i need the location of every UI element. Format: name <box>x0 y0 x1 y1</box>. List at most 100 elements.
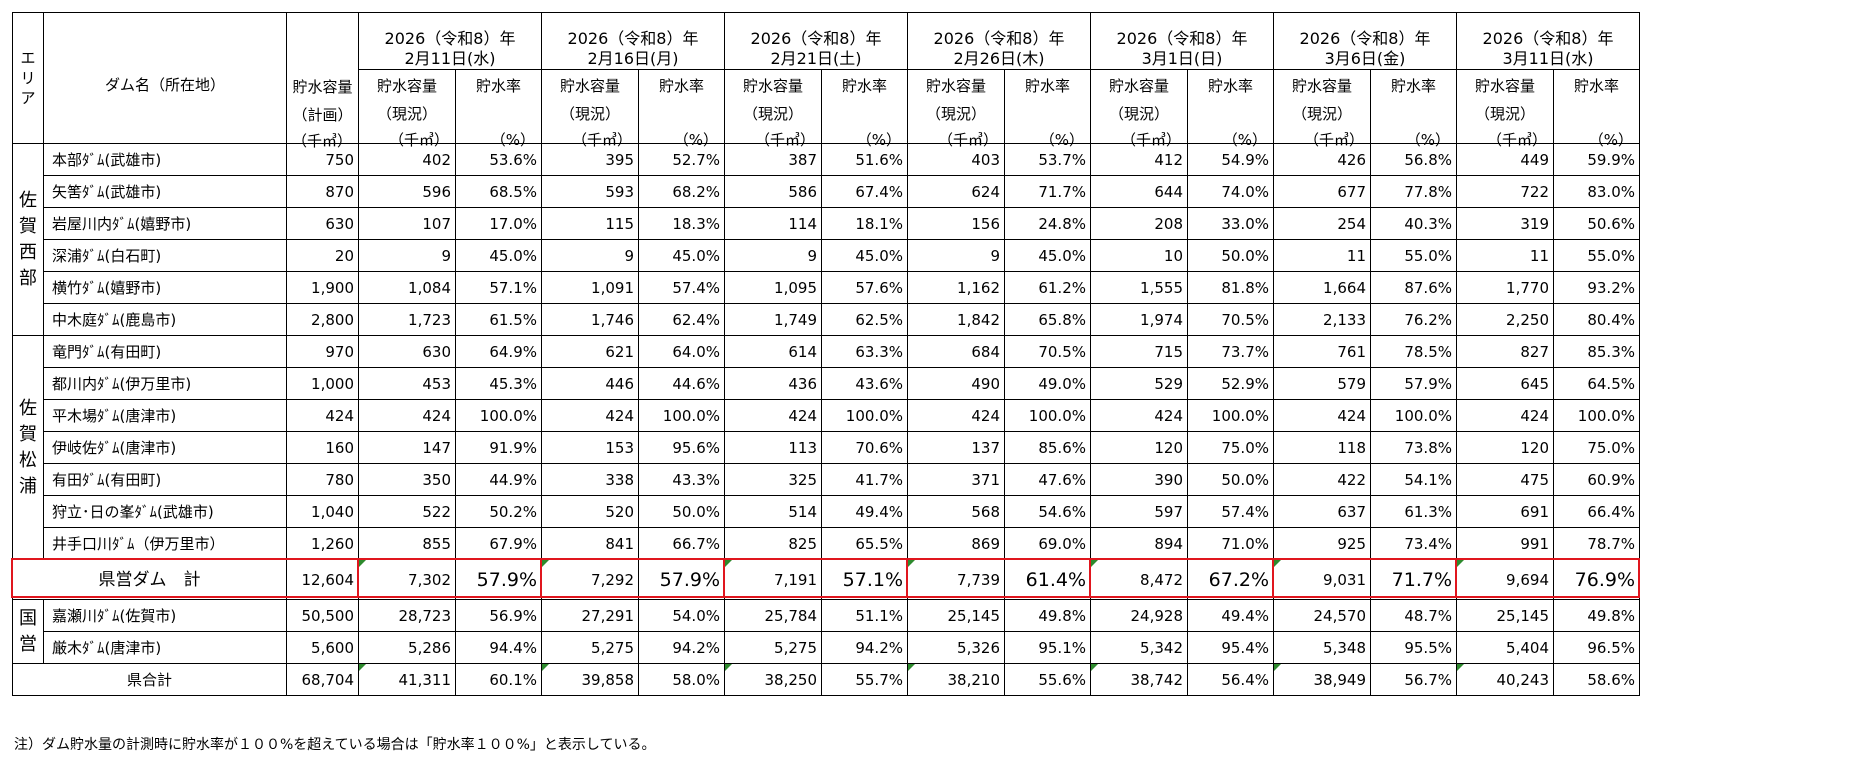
table-row: 伊岐佐ﾀﾞﾑ(唐津市) 160 147 91.9% 153 95.6% 113 70.6% 13… <box>13 431 1640 464</box>
current-capacity-cell: 7,191 <box>724 559 822 600</box>
header-area: エリア <box>12 12 44 144</box>
storage-rate-cell: 54.6% <box>1004 495 1091 528</box>
current-capacity-cell: 841 <box>541 527 639 560</box>
storage-rate-cell: 64.5% <box>1553 367 1640 400</box>
current-capacity-cell: 390 <box>1090 463 1188 496</box>
current-capacity-cell: 722 <box>1456 175 1554 208</box>
current-capacity-cell: 1,091 <box>541 271 639 304</box>
header-current-capacity-line: （現況） <box>1291 105 1352 123</box>
dam-storage-table-area: エリアダム名（所在地） 貯水容量 （計画） （千㎥） 2026（令和8）年 2月11日(水… <box>11 12 1640 696</box>
current-capacity-cell: 424 <box>358 399 456 432</box>
storage-rate-cell: 70.5% <box>1004 335 1091 368</box>
storage-rate-cell: 57.4% <box>638 271 725 304</box>
current-capacity-cell: 645 <box>1456 367 1554 400</box>
storage-rate-cell: 48.7% <box>1370 599 1457 632</box>
storage-rate-cell: 73.7% <box>1187 335 1274 368</box>
header-storage-rate-line: 貯水率 <box>475 77 521 95</box>
dam-name-cell: 竜門ﾀﾞﾑ(有田町) <box>43 335 287 368</box>
table-row: 岩屋川内ﾀﾞﾑ(嬉野市) 630 107 17.0% 115 18.3% 114 18.1% 1… <box>13 207 1640 240</box>
current-capacity-cell: 1,974 <box>1090 303 1188 336</box>
header-dam-name-label: ダム名（所在地） <box>104 76 225 94</box>
plan-capacity-cell: 68,704 <box>286 663 359 696</box>
current-capacity-cell: 107 <box>358 207 456 240</box>
area-label-char: 営 <box>19 633 37 655</box>
current-capacity-cell: 5,286 <box>358 631 456 664</box>
storage-rate-cell: 85.6% <box>1004 431 1091 464</box>
current-capacity-cell: 424 <box>1273 399 1371 432</box>
storage-rate-cell: 61.5% <box>455 303 542 336</box>
current-capacity-cell: 449 <box>1456 143 1554 176</box>
current-capacity-cell: 153 <box>541 431 639 464</box>
dam-name-cell: 狩立･日の峯ﾀﾞﾑ(武雄市) <box>43 495 287 528</box>
header-date-year: 2026（令和8）年 <box>1116 29 1248 48</box>
storage-rate-cell: 45.0% <box>638 239 725 272</box>
current-capacity-cell: 412 <box>1090 143 1188 176</box>
storage-rate-cell: 94.2% <box>821 631 908 664</box>
current-capacity-cell: 2,250 <box>1456 303 1554 336</box>
current-capacity-cell: 9 <box>358 239 456 272</box>
current-capacity-cell: 1,749 <box>724 303 822 336</box>
header-current-capacity-line: 貯水容量 <box>1291 77 1352 95</box>
storage-rate-cell: 53.7% <box>1004 143 1091 176</box>
storage-rate-cell: 50.6% <box>1553 207 1640 240</box>
header-storage-rate-line: 貯水率 <box>1573 77 1619 95</box>
storage-rate-cell: 73.4% <box>1370 527 1457 560</box>
current-capacity-cell: 614 <box>724 335 822 368</box>
storage-rate-cell: 68.2% <box>638 175 725 208</box>
dam-name-cell: 平木場ﾀﾞﾑ(唐津市) <box>43 399 287 432</box>
current-capacity-cell: 597 <box>1090 495 1188 528</box>
header-date-year: 2026（令和8）年 <box>1482 29 1614 48</box>
current-capacity-cell: 568 <box>907 495 1005 528</box>
storage-rate-cell: 57.4% <box>1187 495 1274 528</box>
storage-rate-cell: 54.0% <box>638 599 725 632</box>
header-current-capacity: 貯水容量 （現況） （千㎥） <box>1090 69 1188 148</box>
current-capacity-cell: 11 <box>1456 239 1554 272</box>
area-label-char: 賀 <box>19 215 37 237</box>
current-capacity-cell: 825 <box>724 527 822 560</box>
dam-name-cell: 岩屋川内ﾀﾞﾑ(嬉野市) <box>43 207 287 240</box>
storage-rate-cell: 87.6% <box>1370 271 1457 304</box>
storage-rate-cell: 68.5% <box>455 175 542 208</box>
storage-rate-cell: 100.0% <box>1553 399 1640 432</box>
current-capacity-cell: 350 <box>358 463 456 496</box>
storage-rate-cell: 45.0% <box>821 239 908 272</box>
current-capacity-cell: 402 <box>358 143 456 176</box>
storage-rate-cell: 58.0% <box>638 663 725 696</box>
table-row: 国営嘉瀬川ﾀﾞﾑ(佐賀市) 50,500 28,723 56.9% 27,291 54.0… <box>12 599 1640 664</box>
current-capacity-cell: 11 <box>1273 239 1371 272</box>
current-capacity-cell: 1,084 <box>358 271 456 304</box>
storage-rate-cell: 40.3% <box>1370 207 1457 240</box>
storage-rate-cell: 53.6% <box>455 143 542 176</box>
header-current-capacity-line: （現況） <box>1108 105 1169 123</box>
storage-rate-cell: 47.6% <box>1004 463 1091 496</box>
current-capacity-cell: 424 <box>1090 399 1188 432</box>
storage-rate-cell: 56.7% <box>1370 663 1457 696</box>
current-capacity-cell: 24,928 <box>1090 599 1188 632</box>
table-row: 平木場ﾀﾞﾑ(唐津市) 424 424 100.0% 424 100.0% 424 100.0… <box>13 399 1640 432</box>
storage-rate-cell: 50.0% <box>1187 463 1274 496</box>
storage-rate-cell: 56.4% <box>1187 663 1274 696</box>
header-date: 2026（令和8）年 2月26日(木) <box>907 12 1091 70</box>
storage-rate-cell: 81.8% <box>1187 271 1274 304</box>
current-capacity-cell: 24,570 <box>1273 599 1371 632</box>
current-capacity-cell: 113 <box>724 431 822 464</box>
storage-rate-cell: 49.8% <box>1553 599 1640 632</box>
storage-rate-cell: 43.6% <box>821 367 908 400</box>
current-capacity-cell: 7,302 <box>358 559 456 600</box>
current-capacity-cell: 38,949 <box>1273 663 1371 696</box>
storage-rate-cell: 80.4% <box>1553 303 1640 336</box>
storage-rate-cell: 44.9% <box>455 463 542 496</box>
current-capacity-cell: 644 <box>1090 175 1188 208</box>
current-capacity-cell: 8,472 <box>1090 559 1188 600</box>
storage-rate-cell: 59.9% <box>1553 143 1640 176</box>
storage-rate-cell: 71.0% <box>1187 527 1274 560</box>
storage-rate-cell: 61.2% <box>1004 271 1091 304</box>
current-capacity-cell: 5,348 <box>1273 631 1371 664</box>
current-capacity-cell: 371 <box>907 463 1005 496</box>
storage-rate-cell: 49.0% <box>1004 367 1091 400</box>
header-current-capacity-line: 貯水容量 <box>376 77 437 95</box>
storage-rate-cell: 57.1% <box>455 271 542 304</box>
header-storage-rate-line: 貯水率 <box>658 77 704 95</box>
current-capacity-cell: 894 <box>1090 527 1188 560</box>
header-date-day: 2月11日(水) <box>404 49 496 68</box>
